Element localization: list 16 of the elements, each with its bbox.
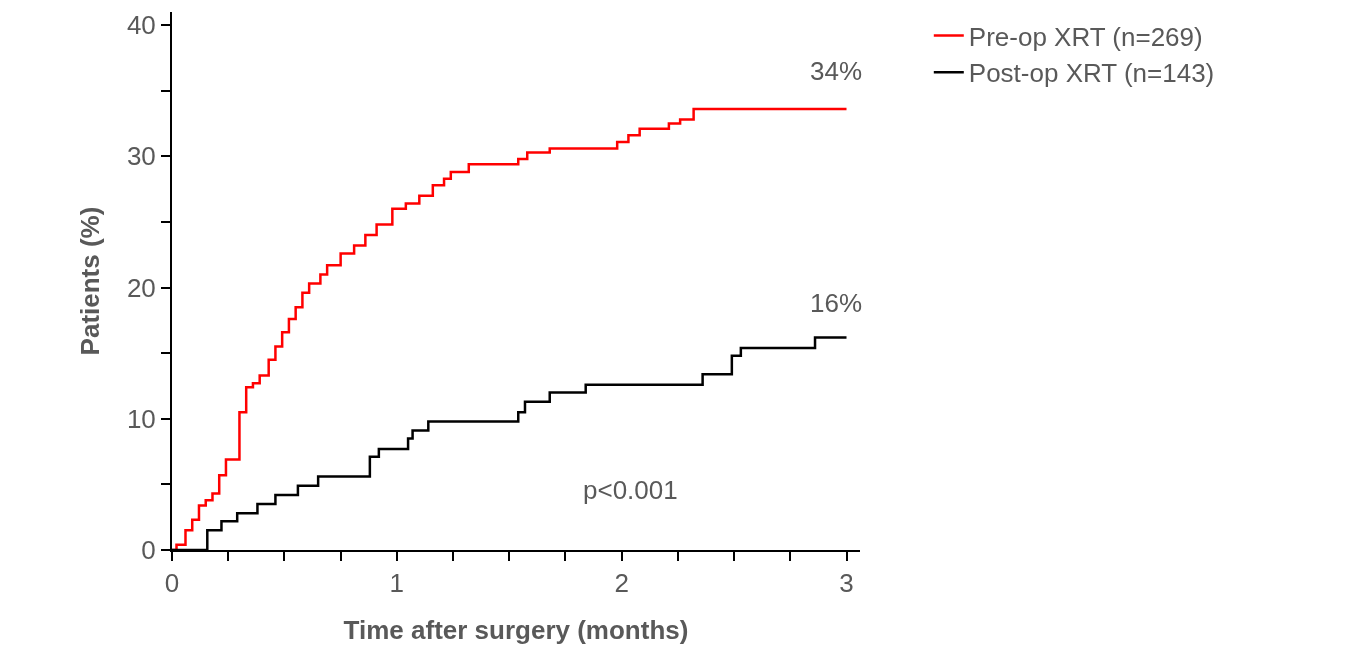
y-tick-label: 10: [126, 403, 156, 434]
legend-label: Pre-op XRT (n=269): [968, 21, 1203, 52]
x-tick-label: 0: [164, 568, 180, 599]
y-tick-label: 0: [141, 535, 156, 566]
y-tick-label: 40: [126, 10, 156, 41]
annotation: p<0.001: [583, 475, 678, 505]
y-tick-label: 20: [126, 272, 156, 303]
y-tick-label: 30: [126, 141, 156, 172]
annotation: 16%: [810, 288, 863, 318]
x-axis-title: Time after surgery (months): [343, 615, 689, 645]
x-tick-label: 2: [614, 568, 629, 599]
x-tick-label: 1: [389, 568, 405, 599]
x-tick-label: 3: [839, 568, 854, 599]
legend-label: Post-op XRT (n=143): [968, 58, 1215, 89]
y-axis-title: Patients (%): [74, 206, 105, 356]
annotation: 34%: [810, 56, 863, 86]
